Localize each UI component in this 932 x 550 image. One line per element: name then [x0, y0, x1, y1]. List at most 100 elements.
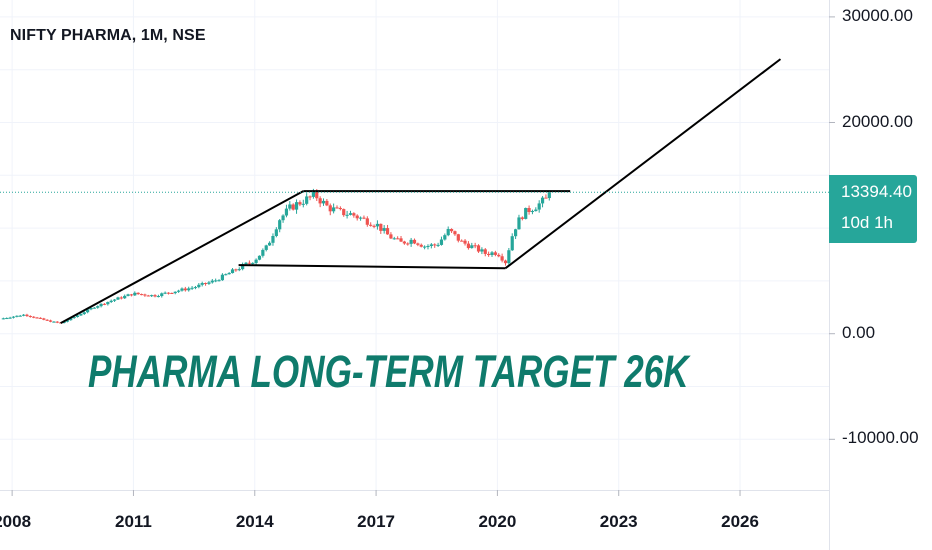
- candle-155: [524, 207, 528, 220]
- candle-122: [412, 238, 417, 245]
- candle-45: [153, 294, 157, 298]
- candle-54: [183, 286, 187, 292]
- grid: [0, 0, 829, 490]
- candle-121: [409, 237, 413, 247]
- candle-151: [510, 233, 514, 251]
- candle-130: [439, 236, 444, 246]
- last-price-tag: 13394.40 10d 1h: [829, 175, 917, 244]
- candle-53: [180, 287, 184, 292]
- candle-114: [385, 224, 390, 235]
- candle-48: [163, 291, 167, 295]
- candle-96: [325, 198, 329, 207]
- candle-159: [537, 200, 541, 213]
- candle-110: [372, 224, 376, 229]
- candle-144: [487, 251, 491, 257]
- bar-countdown: 10d 1h: [841, 213, 893, 233]
- candle-42: [143, 293, 147, 297]
- candle-89: [301, 199, 305, 208]
- candle-28: [96, 305, 100, 309]
- candle-1: [5, 317, 9, 320]
- candle-13: [45, 319, 49, 321]
- candle-31: [106, 301, 110, 306]
- trendlines: [60, 58, 782, 325]
- candle-83: [281, 214, 285, 223]
- candle-146: [493, 250, 497, 257]
- trendline-range-bottom[interactable]: [238, 264, 506, 270]
- candle-141: [476, 244, 481, 253]
- y-tick-label-2: 0.00: [842, 322, 876, 342]
- x-tick-label-5: 2023: [599, 512, 638, 531]
- candle-160: [540, 196, 545, 208]
- candle-46: [156, 294, 160, 298]
- trendline-lower-channel[interactable]: [60, 190, 304, 325]
- candle-102: [345, 210, 349, 219]
- candle-142: [480, 247, 484, 255]
- candle-69: [234, 268, 238, 272]
- candle-51: [173, 291, 177, 295]
- candle-137: [463, 239, 467, 246]
- candle-134: [453, 230, 457, 236]
- candle-126: [426, 244, 430, 250]
- candle-115: [389, 232, 393, 240]
- candle-43: [146, 294, 150, 297]
- candles: [1, 188, 551, 324]
- candle-49: [166, 292, 171, 295]
- candle-87: [294, 199, 299, 214]
- candle-16: [55, 321, 59, 324]
- candle-71: [241, 262, 245, 271]
- candle-119: [402, 240, 406, 245]
- candle-103: [348, 210, 353, 216]
- candle-67: [227, 272, 231, 275]
- candle-4: [15, 315, 19, 318]
- candle-99: [335, 205, 339, 209]
- last-price-value: 13394.40: [841, 182, 912, 202]
- candle-101: [342, 208, 346, 217]
- candle-58: [197, 283, 201, 289]
- candle-132: [446, 226, 450, 237]
- candle-131: [443, 233, 447, 241]
- candle-2: [8, 316, 12, 319]
- candle-56: [190, 286, 194, 291]
- candle-104: [352, 212, 356, 218]
- candle-127: [429, 243, 433, 249]
- candle-63: [214, 278, 218, 283]
- candle-33: [112, 299, 117, 302]
- candle-145: [490, 251, 494, 257]
- candle-161: [544, 194, 548, 199]
- candle-94: [318, 196, 322, 208]
- candle-40: [136, 292, 140, 295]
- candle-152: [513, 228, 518, 240]
- trendline-target-projection[interactable]: [504, 58, 782, 270]
- candle-73: [247, 260, 251, 265]
- candle-41: [139, 293, 144, 296]
- candle-90: [305, 193, 309, 206]
- candle-50: [170, 292, 174, 294]
- candle-135: [456, 233, 460, 243]
- candle-106: [358, 216, 363, 221]
- candle-9: [32, 316, 36, 319]
- candle-128: [433, 243, 437, 248]
- y-tick-label-1: 20000.00: [842, 111, 913, 131]
- candle-6: [21, 314, 26, 317]
- candle-36: [123, 294, 127, 299]
- candle-77: [261, 248, 265, 258]
- candle-55: [187, 286, 191, 292]
- candle-62: [210, 278, 214, 284]
- candle-68: [230, 268, 235, 274]
- candle-10: [35, 316, 39, 319]
- candle-0: [1, 317, 5, 320]
- candle-88: [298, 200, 302, 207]
- candle-32: [109, 299, 113, 304]
- candle-156: [527, 205, 531, 215]
- candle-65: [220, 273, 225, 281]
- candle-22: [75, 314, 80, 318]
- candle-80: [271, 233, 275, 246]
- candle-61: [207, 280, 211, 285]
- candle-75: [254, 258, 258, 265]
- candle-60: [203, 282, 208, 286]
- candle-118: [399, 235, 403, 243]
- x-tick-label-2: 2014: [235, 512, 274, 531]
- candle-91: [308, 195, 312, 201]
